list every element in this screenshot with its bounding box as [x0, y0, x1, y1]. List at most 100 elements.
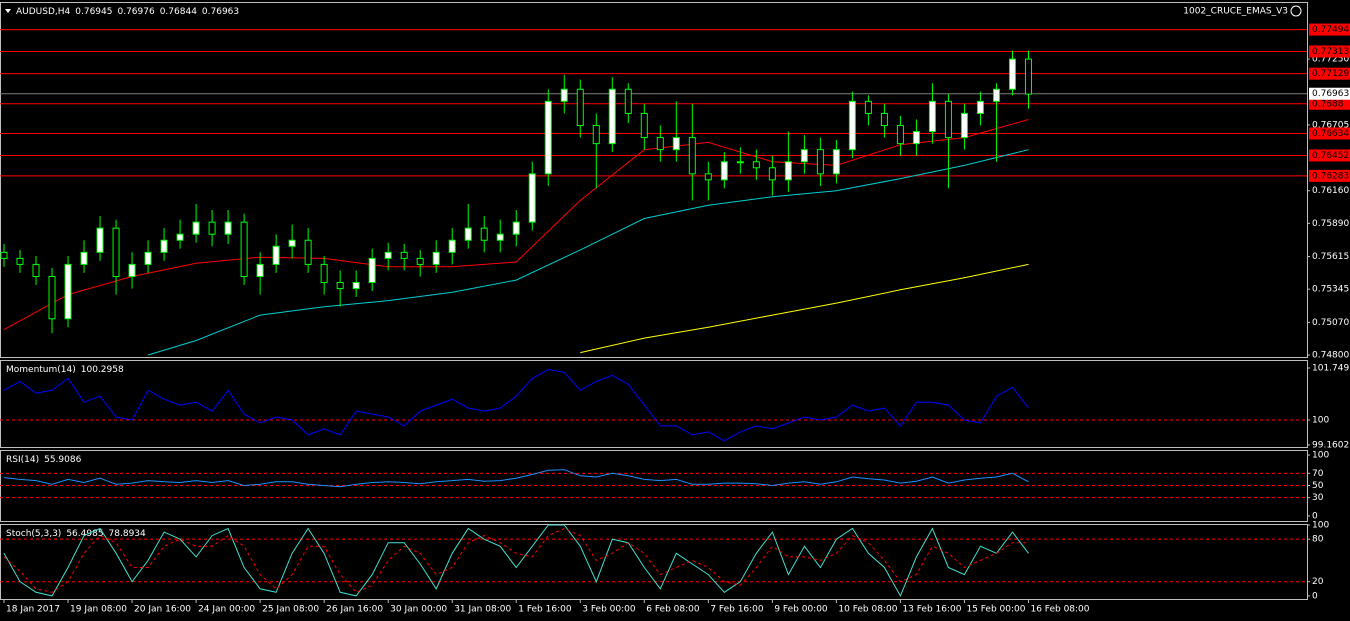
panel-title: Stoch(5,3,3) 56.4985 78.8934 [6, 529, 146, 539]
price-label: 0.76963 [1312, 89, 1349, 99]
series-line [147, 149, 1029, 356]
panel-title: AUDUSD,H4 0.76945 0.76976 0.76844 0.76963 [16, 7, 239, 17]
title-name: RSI(14) [6, 455, 39, 465]
price-level-label: 0.76452 [1312, 151, 1349, 161]
candle-body [576, 88, 584, 127]
panel-title: RSI(14) 55.9086 [6, 455, 82, 465]
y-tick-label: 0.75070 [1312, 318, 1349, 328]
x-tick-label: 18 Jan 2017 [6, 605, 60, 615]
candle-body [416, 257, 424, 265]
title-name: AUDUSD,H4 [16, 7, 71, 17]
candle-body [720, 161, 728, 181]
candle-body [272, 245, 280, 265]
candle-body [464, 227, 472, 241]
y-tick-label: 20 [1312, 577, 1324, 587]
price-level-label: 0.77129 [1312, 69, 1349, 79]
x-tick-label: 26 Jan 16:00 [326, 605, 383, 615]
title-name: Stoch(5,3,3) [6, 529, 61, 539]
candle-body [832, 149, 840, 175]
menu-arrow [5, 9, 11, 13]
candle-body [1008, 58, 1016, 90]
candle-body [736, 161, 744, 164]
candle-body [0, 251, 8, 259]
x-tick-label: 19 Jan 08:00 [70, 605, 127, 615]
price-level-box [1309, 97, 1350, 110]
x-tick-label: 25 Jan 08:00 [262, 605, 319, 615]
y-tick-label: 0.75615 [1312, 252, 1349, 262]
candle-body [608, 88, 616, 145]
candle-body [704, 173, 712, 181]
x-tick-label: 10 Feb 08:00 [838, 605, 897, 615]
candle-body [192, 221, 200, 235]
x-tick-label: 6 Feb 08:00 [646, 605, 700, 615]
candle-body [944, 100, 952, 139]
series-line [580, 263, 1029, 354]
price-box [1309, 87, 1350, 100]
candle-body [32, 263, 40, 277]
y-tick-label: 50 [1312, 481, 1324, 491]
candle-body [688, 137, 696, 175]
series-line [3, 469, 1029, 488]
price-level-box [1309, 169, 1350, 182]
candle-body [112, 227, 120, 277]
candle-body [512, 221, 520, 235]
candle-body [336, 282, 344, 290]
y-tick-label: 80 [1312, 535, 1324, 545]
y-tick-label: 101.7495 [1312, 363, 1350, 373]
candle-body [96, 227, 104, 253]
title-value: 100.2958 [81, 365, 124, 375]
price-level-box [1309, 67, 1350, 80]
candle-body [816, 149, 824, 175]
candle-body [896, 125, 904, 145]
candle-body [400, 251, 408, 259]
candle-body [240, 221, 248, 277]
candle-body [480, 227, 488, 241]
candle-body [224, 221, 232, 235]
candle-body [864, 100, 872, 114]
title-value: 78.8934 [109, 529, 146, 539]
candle-body [800, 149, 808, 163]
candle-body [288, 239, 296, 247]
title-value: 0.76963 [202, 7, 239, 17]
candle-body [176, 233, 184, 241]
candle-body [848, 100, 856, 151]
candle-body [208, 221, 216, 235]
candle-body [448, 239, 456, 253]
y-tick-label: 99.1602 [1312, 440, 1349, 450]
candle-body [496, 233, 504, 241]
x-tick-label: 1 Feb 16:00 [518, 605, 572, 615]
candle-body [16, 257, 24, 265]
series-line [3, 527, 1029, 593]
candle-body [64, 263, 72, 320]
candle-body [304, 239, 312, 265]
candle-body [160, 239, 168, 253]
y-tick-label: 0.76160 [1312, 186, 1349, 196]
candle-body [128, 263, 136, 277]
series-line [3, 524, 1029, 598]
y-tick-label: 100 [1312, 451, 1329, 461]
x-tick-label: 24 Jan 00:00 [198, 605, 255, 615]
candle-body [384, 251, 392, 259]
candle-body [912, 131, 920, 145]
x-tick-label: 20 Jan 16:00 [134, 605, 191, 615]
x-tick-label: 31 Jan 08:00 [454, 605, 511, 615]
candle-body [880, 112, 888, 127]
candle-body [544, 100, 552, 175]
candle-body [256, 263, 264, 277]
panel-frame [0, 360, 1308, 448]
y-tick-label: 30 [1312, 493, 1324, 503]
panel-frame [0, 524, 1308, 600]
candle-body [368, 257, 376, 284]
candle-body [752, 161, 760, 169]
candle-body [928, 100, 936, 133]
candle-body [48, 275, 56, 320]
y-tick-label: 0.75345 [1312, 285, 1349, 295]
y-tick-label: 0 [1312, 591, 1318, 601]
candle-body [784, 161, 792, 181]
price-level-label: 0.7688 [1312, 99, 1344, 109]
candle-body [624, 88, 632, 114]
title-value: 0.76976 [117, 7, 154, 17]
x-tick-label: 3 Feb 00:00 [582, 605, 636, 615]
x-tick-label: 15 Feb 00:00 [966, 605, 1025, 615]
